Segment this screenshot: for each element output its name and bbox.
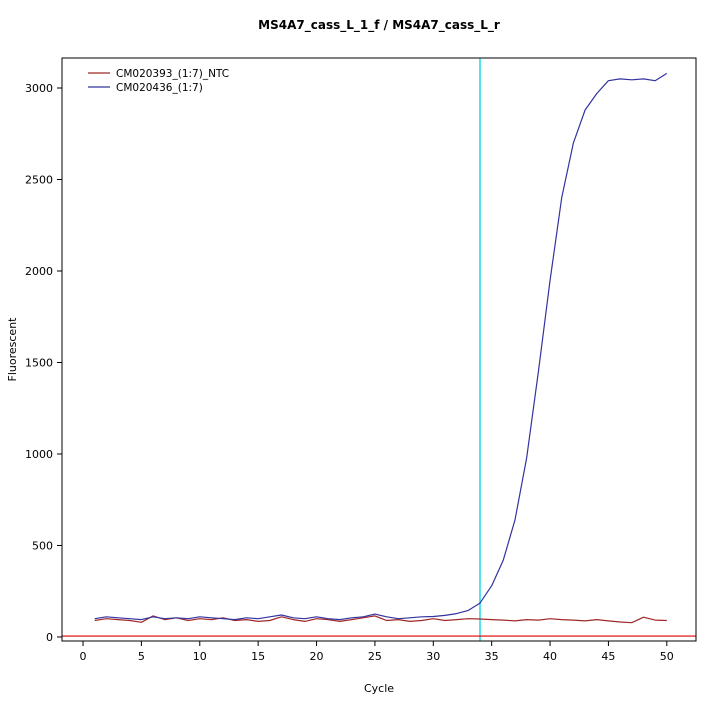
y-tick-label: 0 — [46, 631, 53, 644]
x-tick-label: 40 — [543, 650, 557, 663]
x-tick-label: 25 — [368, 650, 382, 663]
series-line-1 — [94, 72, 668, 621]
y-tick-label: 500 — [32, 539, 53, 552]
plot-box — [61, 57, 697, 642]
y-tick-label: 1500 — [25, 356, 53, 369]
y-tick-label: 2000 — [25, 265, 53, 278]
plot-area: 0 5 10 15 20 25 30 35 40 45 5005001000150020002500… — [25, 57, 697, 663]
x-tick-label: 50 — [660, 650, 674, 663]
legend: CM020393_(1:7)_NTC CM020436_(1:7) — [88, 68, 229, 94]
x-axis-label: Cycle — [364, 682, 394, 695]
x-tick-label: 20 — [310, 650, 324, 663]
series-line-0 — [94, 615, 667, 624]
y-axis-label: Fluorescent — [6, 317, 19, 382]
x-tick-label: 10 — [193, 650, 207, 663]
x-tick-label: 0 — [80, 650, 87, 663]
x-tick-label: 15 — [251, 650, 265, 663]
y-tick-label: 1000 — [25, 448, 53, 461]
x-tick-label: 5 — [138, 650, 145, 663]
legend-entry-label: CM020393_(1:7)_NTC — [116, 68, 229, 80]
x-tick-label: 35 — [485, 650, 499, 663]
chart-title: MS4A7_cass_L_1_f / MS4A7_cass_L_r — [258, 18, 500, 33]
y-tick-label: 3000 — [25, 82, 53, 95]
x-tick-label: 30 — [426, 650, 440, 663]
legend-entry-label: CM020436_(1:7) — [116, 82, 203, 94]
y-tick-label: 2500 — [25, 174, 53, 187]
x-tick-label: 45 — [601, 650, 615, 663]
